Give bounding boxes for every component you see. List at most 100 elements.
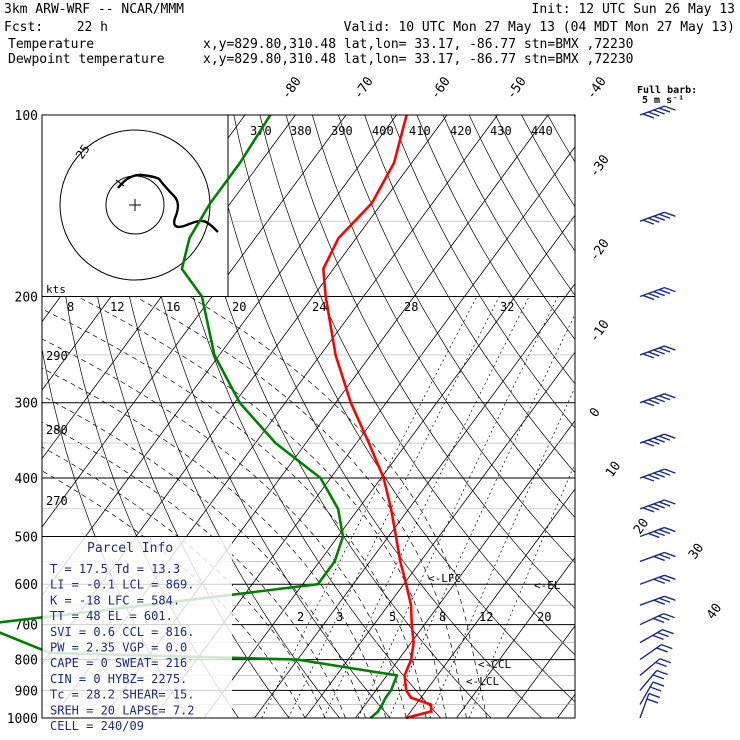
barb-flag (658, 501, 671, 507)
barb-flag (653, 530, 665, 537)
barb-flag (648, 399, 660, 405)
barb-flag (656, 669, 668, 676)
moist-adiabat-line (42, 421, 346, 718)
parcel-info-row: LI = -0.1 LCL = 869. (50, 578, 195, 592)
parcel-info-box: Parcel Info T = 17.5 Td = 13.3 LI = -0.1 … (42, 537, 232, 733)
mixing-ratio-line (357, 296, 559, 718)
barb-flag (657, 631, 669, 638)
temperature-tick-label: -30 (587, 152, 613, 180)
theta-label: 420 (450, 124, 472, 138)
mixing-ratio-label: 8 (67, 300, 74, 314)
wind-barb (639, 551, 676, 563)
barb-staff (639, 211, 665, 222)
mixing-ratio-line (468, 462, 575, 718)
barb-flag (658, 213, 671, 219)
wind-barb (639, 574, 676, 585)
wind-barb (639, 658, 672, 676)
temperature-tick-label: -40 (584, 74, 610, 102)
dry-adiabat-line (207, 115, 542, 718)
pressure-tick-label: 200 (15, 291, 38, 306)
wind-barb (639, 499, 676, 513)
barb-flag (658, 597, 671, 603)
barb-staff (639, 629, 663, 644)
barb-staff (639, 393, 665, 404)
mixing-ratio-label: 32 (500, 300, 514, 314)
hodograph-trace (117, 173, 219, 233)
mixing-ratio-line (429, 386, 575, 718)
barb-flag (664, 105, 676, 111)
parcel-info-row: CELL = 240/09 (50, 719, 144, 733)
mixing-ratio-label: 20 (537, 610, 551, 624)
mixing-ratio-line (323, 296, 530, 718)
barb-flag (648, 351, 660, 357)
barb-flag (663, 612, 675, 619)
barb-flag (664, 551, 676, 558)
barb-flag (658, 435, 671, 441)
pressure-tick-label: 100 (15, 109, 38, 124)
barb-flag (642, 353, 655, 359)
barb-flag (659, 658, 672, 664)
parcel-info-row: TT = 48 EL = 601. (50, 609, 173, 623)
parcel-info-row: SVI = 0.6 CCL = 816. (50, 625, 195, 639)
barb-staff (639, 681, 654, 705)
storm-motion-marker (115, 179, 126, 187)
dewpoint-line (0, 114, 399, 719)
barb-staff (639, 286, 665, 298)
mixing-ratio-label: 20 (232, 300, 246, 314)
barb-flag (658, 528, 671, 535)
theta-label: 390 (331, 124, 353, 138)
barb-flag (648, 474, 660, 480)
temperature-tick-label: 10 (603, 459, 624, 480)
barb-flag (658, 470, 671, 476)
barb-flag (653, 578, 665, 584)
barb-flag (664, 499, 676, 505)
isotherm-line (42, 115, 397, 597)
barb-staff (639, 644, 662, 661)
temperature-tick-label: -60 (428, 74, 454, 102)
dry-adiabat-line (547, 115, 575, 163)
barb-staff (639, 526, 665, 538)
pressure-tick-label: 300 (15, 397, 38, 412)
hodograph-cell-mark: + (138, 171, 143, 180)
isotherm-line (456, 556, 575, 718)
barb-flag (642, 476, 655, 482)
mixing-ratio-label: 8 (439, 610, 446, 624)
barb-staff (639, 345, 665, 356)
barb-staff (639, 105, 665, 116)
barb-flag (646, 698, 659, 704)
parcel-info-row: T = 17.5 Td = 13.3 (50, 562, 180, 576)
barb-staff (639, 595, 665, 606)
dry-adiabat-line (600, 115, 740, 718)
theta-label: 380 (290, 124, 312, 138)
dry-adiabat-line (259, 115, 575, 656)
barb-key-line1: Full barb: (637, 85, 697, 96)
wind-barb (639, 468, 676, 482)
barb-staff (639, 551, 665, 563)
barb-flag (662, 629, 674, 635)
barb-flag (664, 595, 676, 601)
fcst-label: Fcst: (4, 20, 43, 35)
barb-flag (648, 292, 660, 299)
barb-flag (664, 526, 676, 533)
mixing-ratio-label: 2 (297, 610, 304, 624)
barb-flag (648, 217, 660, 223)
theta-label: 440 (531, 124, 553, 138)
barb-flag (653, 397, 665, 403)
barb-flag (664, 211, 676, 217)
ccl-marker: <-CCL (478, 658, 511, 671)
barb-flag (653, 215, 665, 221)
wind-barbs (639, 105, 676, 719)
mixing-ratio-label: 24 (312, 300, 326, 314)
isotherm-line (506, 625, 575, 718)
barb-flag (653, 472, 665, 478)
parcel-info-title: Parcel Info (87, 541, 173, 556)
dry-adiabat-line (390, 115, 575, 429)
barb-flag (664, 286, 676, 293)
temperature-tick-label: 0 (587, 405, 604, 420)
barb-flag (642, 219, 655, 225)
legend-dewpoint-location: x,y=829.80,310.48 lat,lon= 33.17, -86.77… (203, 52, 633, 67)
dry-adiabat-line (521, 115, 575, 208)
temperature-tick-label: -70 (351, 74, 377, 102)
wind-barb (639, 692, 661, 719)
